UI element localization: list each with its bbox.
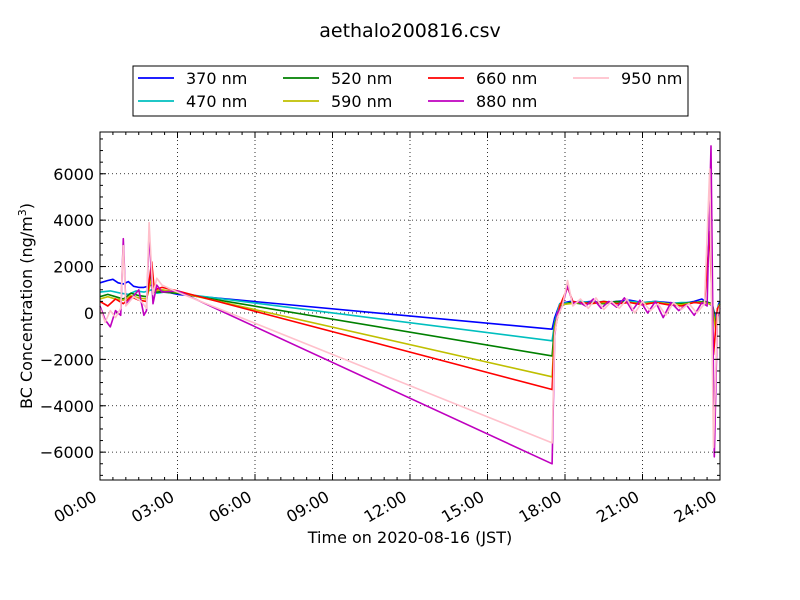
y-axis-label-main: BC Concentration (ng/m [17, 216, 36, 409]
x-tick-label: 15:00 [438, 487, 487, 527]
x-axis-label: Time on 2020-08-16 (JST) [307, 528, 512, 547]
legend-box [132, 65, 689, 117]
y-axis: −6000 −4000 −2000 0 2000 4000 6000 [40, 138, 720, 476]
legend-label: 370 nm [186, 69, 247, 88]
y-tick-label: 0 [84, 304, 94, 323]
y-tick-label: 2000 [53, 258, 94, 277]
x-tick-label: 21:00 [593, 487, 642, 527]
legend-label: 470 nm [186, 92, 247, 111]
series-line-520-nm [99, 270, 721, 357]
y-tick-label: −4000 [40, 397, 94, 416]
x-tick-label: 18:00 [516, 487, 565, 527]
legend-label: 520 nm [331, 69, 392, 88]
legend-label: 590 nm [331, 92, 392, 111]
legend-label: 950 nm [621, 69, 682, 88]
x-tick-label: 03:00 [128, 487, 177, 527]
series-line-660-nm [99, 231, 721, 391]
plot-lines [99, 145, 721, 465]
legend: 370 nm 470 nm 520 nm 590 nm 660 nm 880 nm 950 … [132, 65, 689, 117]
grid [99, 132, 721, 480]
x-tick-label: 09:00 [283, 487, 332, 527]
y-tick-label: −2000 [40, 350, 94, 369]
x-tick-label: 00:00 [51, 487, 100, 527]
y-tick-label: −6000 [40, 443, 94, 462]
x-tick-label: 06:00 [206, 487, 255, 527]
legend-label: 660 nm [476, 69, 537, 88]
y-axis-label: BC Concentration (ng/m3) [16, 203, 36, 409]
series-line-950-nm [99, 168, 721, 449]
y-tick-label: 6000 [53, 165, 94, 184]
y-axis-label-superscript: 3 [16, 209, 29, 216]
y-tick-label: 4000 [53, 211, 94, 230]
x-tick-label: 12:00 [361, 487, 410, 527]
x-axis: 00:00 03:00 06:00 09:00 12:00 15:00 18:00 21:00… [51, 132, 721, 527]
legend-label: 880 nm [476, 92, 537, 111]
x-tick-label: 24:00 [671, 487, 720, 527]
y-axis-label-close: ) [17, 203, 36, 209]
chart-title: aethalo200816.csv [319, 20, 501, 42]
